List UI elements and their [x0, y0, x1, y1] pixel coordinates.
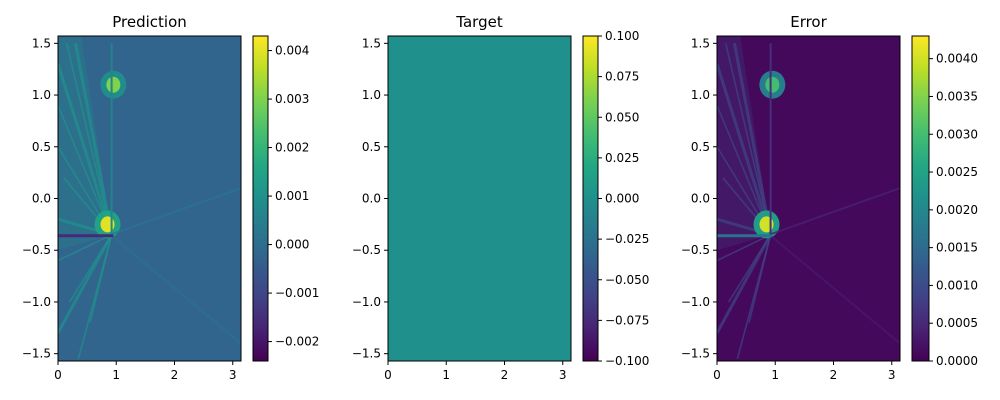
y-tick-label: −1.5 — [352, 347, 381, 361]
heatmap-background — [388, 36, 571, 361]
heatmap-wedge — [58, 36, 112, 251]
y-tick-label: 0.0 — [32, 192, 51, 206]
y-tick-label: −0.5 — [681, 243, 710, 257]
heatmap-streak — [717, 233, 771, 262]
chart-panel-1: Target 0 1 2 3 1.5 1.0 0.5 0.0 −0.5 −1.0 −1.5 0.100 0… — [352, 13, 650, 382]
colorbar-tick-label: 0.0030 — [936, 127, 978, 141]
x-tick-label: 1 — [442, 368, 450, 382]
heatmap-streak — [89, 234, 113, 323]
x-tick-label: 3 — [888, 368, 896, 382]
heatmap-streak — [717, 63, 773, 236]
y-tick-label: −1.0 — [352, 295, 381, 309]
colorbar-tick-label: 0.025 — [605, 151, 639, 165]
colorbar-tick-label: 0.004 — [275, 44, 309, 58]
colorbar-tick-label: 0.0005 — [936, 316, 978, 330]
heatmap-streak — [58, 233, 112, 262]
heatmap-diagonal — [769, 187, 900, 236]
heatmap-streak — [717, 233, 772, 334]
y-tick-label: 0.0 — [362, 192, 381, 206]
x-tick-label: 1 — [771, 368, 779, 382]
heatmap-image — [388, 36, 571, 361]
heatmap-streak — [58, 63, 114, 236]
x-tick-label: 3 — [229, 368, 237, 382]
colorbar-tick-label: 0.000 — [275, 238, 309, 252]
y-tick-label: −1.0 — [681, 295, 710, 309]
colorbar-tick-label: 0.0015 — [936, 241, 978, 255]
x-tick-label: 1 — [112, 368, 120, 382]
colorbar-tick-label: 0.0020 — [936, 203, 978, 217]
y-tick-label: 1.5 — [362, 36, 381, 50]
colorbar-tick-label: 0.002 — [275, 141, 309, 155]
heatmap-diagonal — [768, 233, 900, 345]
chart-title: Target — [455, 13, 503, 31]
y-tick-label: 1.5 — [691, 36, 710, 50]
colorbar-tick-label: −0.001 — [275, 286, 319, 300]
heatmap-image — [58, 36, 241, 361]
heatmap-diagonal — [110, 187, 241, 236]
heatmap-hotspot — [106, 76, 121, 93]
x-tick-label: 3 — [559, 368, 567, 382]
x-tick-label: 2 — [501, 368, 509, 382]
heatmap-streak — [58, 233, 113, 334]
colorbar-tick-label: 0.003 — [275, 92, 309, 106]
chart-panel-0: Prediction 0 1 2 3 1.5 1.0 0.5 0.0 −0.5 −1.0 −1.5 0.… — [22, 13, 320, 382]
colorbar-tick-label: 0.000 — [605, 192, 639, 206]
colorbar-tick-label: 0.001 — [275, 189, 309, 203]
chart-title: Prediction — [112, 13, 187, 31]
x-tick-label: 0 — [384, 368, 392, 382]
heatmap-wedge — [717, 36, 771, 251]
chart-panel-2: Error 0 1 2 3 1.5 1.0 0.5 0.0 −0.5 −1.0 −1.5 0.0040 0… — [681, 13, 978, 382]
heatmap-hotspot — [765, 76, 780, 93]
colorbar-tick-label: 0.0000 — [936, 354, 978, 368]
colorbar-tick-label: −0.100 — [605, 354, 649, 368]
y-tick-label: −0.5 — [352, 243, 381, 257]
x-tick-label: 0 — [713, 368, 721, 382]
colorbar-tick-label: 0.0025 — [936, 165, 978, 179]
colorbar-tick-label: 0.075 — [605, 70, 639, 84]
y-tick-label: −1.0 — [22, 295, 51, 309]
y-tick-label: 0.5 — [362, 140, 381, 154]
x-tick-label: 2 — [171, 368, 179, 382]
y-tick-label: 0.0 — [691, 192, 710, 206]
y-tick-label: 1.0 — [362, 88, 381, 102]
y-tick-label: 0.5 — [691, 140, 710, 154]
colorbar-tick-label: 0.100 — [605, 29, 639, 43]
heatmap-image — [717, 36, 900, 361]
colorbar-tick-label: 0.0040 — [936, 52, 978, 66]
y-tick-label: 1.5 — [32, 36, 51, 50]
colorbar-tick-label: 0.050 — [605, 110, 639, 124]
x-tick-label: 0 — [54, 368, 62, 382]
y-tick-label: −1.5 — [22, 347, 51, 361]
colorbar-tick-label: 0.0010 — [936, 278, 978, 292]
y-tick-label: 1.0 — [32, 88, 51, 102]
colorbar-tick-label: −0.050 — [605, 273, 649, 287]
y-tick-label: −0.5 — [22, 243, 51, 257]
y-tick-label: 0.5 — [32, 140, 51, 154]
heatmap-streak — [748, 234, 772, 323]
chart-title: Error — [790, 13, 827, 31]
heatmap-streak — [733, 43, 773, 235]
heatmap-streak — [74, 43, 114, 235]
colorbar-tick-label: −0.075 — [605, 313, 649, 327]
y-tick-label: 1.0 — [691, 88, 710, 102]
colorbar — [911, 35, 930, 362]
colorbar-tick-label: −0.025 — [605, 232, 649, 246]
heatmap-diagonal — [109, 233, 241, 345]
colorbar — [582, 35, 599, 362]
y-tick-label: −1.5 — [681, 347, 710, 361]
colorbar-tick-label: −0.002 — [275, 335, 319, 349]
colorbar — [252, 35, 269, 362]
x-tick-label: 2 — [830, 368, 838, 382]
colorbar-tick-label: 0.0035 — [936, 89, 978, 103]
